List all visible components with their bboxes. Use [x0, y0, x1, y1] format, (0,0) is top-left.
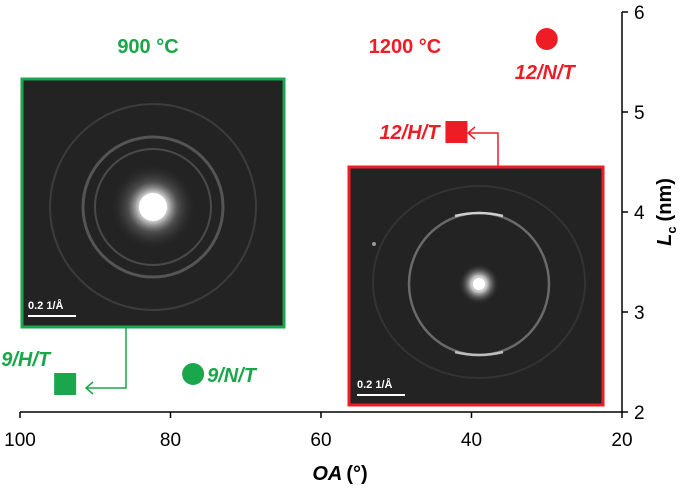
point-label-12-n-t: 12/N/T — [515, 62, 577, 84]
x-tick-label: 60 — [310, 430, 331, 451]
x-tick-label: 80 — [160, 430, 181, 451]
inset-900-ring — [81, 135, 225, 279]
connector-9-h-t — [84, 327, 127, 395]
inset-900-inner-ring — [94, 148, 212, 266]
point-label-12-h-t: 12/H/T — [379, 122, 441, 144]
connector-12-h-t — [466, 126, 499, 167]
y-tick-label: 4 — [634, 203, 645, 224]
connector-9-h-t-line — [86, 327, 127, 389]
y-axis-title: Lc (nm) — [654, 178, 679, 246]
inset-1200-speck — [372, 242, 376, 246]
x-tick-label: 100 — [4, 430, 36, 451]
inset-1200-center-spot — [473, 278, 485, 290]
x-axis-title: OA (°) — [312, 463, 367, 485]
point-9-n-t — [182, 363, 205, 385]
inset-1200-scale-label: 0.2 1/Å — [357, 378, 393, 391]
connector-12-h-t-line — [468, 132, 499, 167]
inset-900-outer-ring — [49, 103, 257, 311]
y-axis: 2 3 4 5 6 — [621, 3, 645, 424]
inset-1200: 0.2 1/Å — [347, 165, 605, 407]
y-tick-label: 3 — [634, 303, 645, 324]
inset-1200-arc-bottom — [454, 350, 504, 357]
y-axis-unit: (nm) — [654, 178, 676, 221]
point-12-h-t — [445, 121, 468, 143]
group-title-900: 900 °C — [117, 36, 178, 58]
y-tick-label: 2 — [634, 403, 645, 424]
connector-9-h-t-arrowhead — [84, 381, 94, 395]
group-title-1200: 1200 °C — [369, 36, 442, 58]
y-axis-label: L — [654, 234, 676, 246]
x-tick-label: 20 — [611, 430, 632, 451]
point-9-h-t — [54, 373, 77, 395]
inset-900-scale-label: 0.2 1/Å — [28, 299, 64, 312]
point-12-n-t — [535, 28, 558, 50]
point-label-9-n-t: 9/N/T — [207, 365, 258, 387]
inset-1200-outer-ring — [372, 185, 586, 379]
point-label-9-h-t: 9/H/T — [1, 349, 52, 371]
x-tick-label: 40 — [461, 430, 482, 451]
inset-900: 0.2 1/Å — [20, 77, 286, 329]
data-points: 9/H/T 9/N/T 12/H/T 12/N/T — [1, 28, 577, 395]
y-tick-label: 5 — [634, 103, 645, 124]
x-axis-label: OA — [312, 463, 342, 485]
x-axis-unit: (°) — [346, 463, 367, 485]
inset-1200-arc-top — [454, 211, 504, 218]
y-axis-label-sub: c — [664, 226, 679, 233]
connector-12-h-t-arrowhead — [466, 126, 476, 140]
y-tick-label: 6 — [634, 3, 645, 24]
inset-900-center-spot — [139, 193, 167, 221]
x-axis: 100 80 60 40 20 — [4, 411, 633, 451]
